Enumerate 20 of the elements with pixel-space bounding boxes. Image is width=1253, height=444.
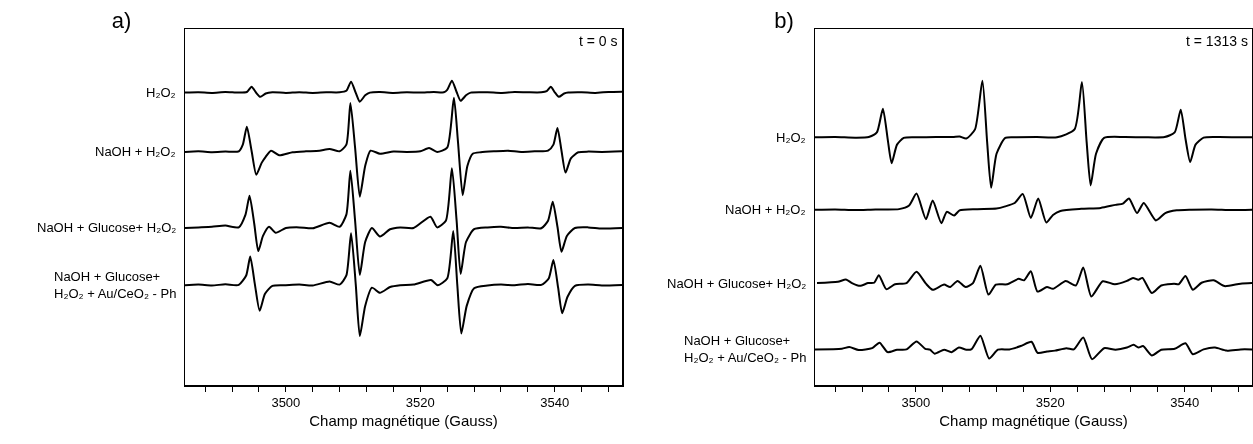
x-tick-label: 3500 (901, 395, 931, 411)
text: t = 0 s (579, 33, 618, 49)
series-label: NaOH + H₂O₂ (95, 144, 176, 159)
x-tick-label: 3540 (540, 395, 570, 411)
x-axis-title: Champ magnétique (Gauss) (309, 411, 498, 429)
x-tick-label: 3540 (1170, 395, 1200, 411)
series-label: NaOH + Glucose+ H₂O₂ (37, 220, 177, 235)
x-axis-title: Champ magnétique (Gauss) (939, 411, 1128, 429)
series-label: NaOH + H₂O₂ (725, 202, 806, 217)
series-label: NaOH + Glucose+ H₂O₂ (667, 276, 807, 291)
text: t = 1313 s (1186, 33, 1248, 49)
x-tick-label: 3520 (405, 395, 435, 411)
series-label: NaOH + Glucose+ H₂O₂ + Au/CeO₂ - Ph (54, 269, 177, 301)
x-tick-label: 3500 (271, 395, 301, 411)
series-label: H₂O₂ (146, 85, 176, 100)
chart-title: a) (111, 7, 132, 33)
series-label: NaOH + Glucose+ H₂O₂ + Au/CeO₂ - Ph (684, 333, 807, 365)
chart-title: b) (774, 7, 794, 33)
series-label: H₂O₂ (776, 130, 806, 145)
x-tick-label: 3520 (1035, 395, 1065, 411)
